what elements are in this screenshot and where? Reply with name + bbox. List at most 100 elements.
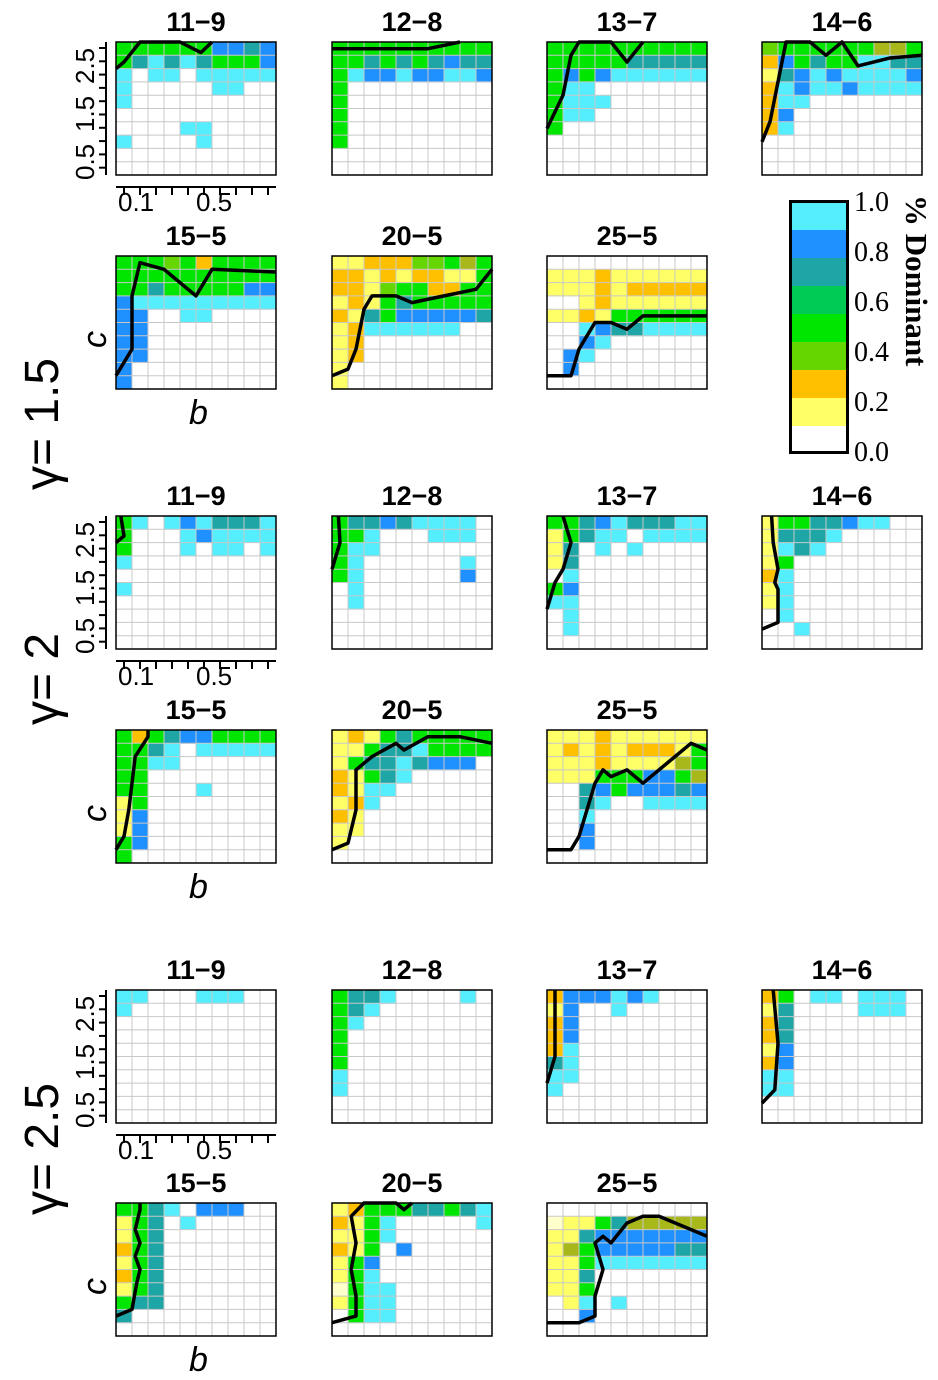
heatmap-cell bbox=[762, 1056, 779, 1071]
heatmap-cell bbox=[164, 42, 181, 56]
heatmap-cell bbox=[563, 1242, 580, 1257]
heatmap-cell bbox=[675, 783, 692, 797]
heatmap-cell bbox=[412, 282, 429, 297]
y-tick-label: 0.5 bbox=[70, 617, 100, 654]
heatmap-cell bbox=[627, 269, 644, 283]
x-tick-label: 0.1 bbox=[118, 661, 155, 691]
heatmap-cell bbox=[675, 756, 692, 771]
heatmap-cell bbox=[348, 1003, 365, 1017]
panel-frame bbox=[331, 515, 493, 650]
heatmap-cell bbox=[874, 42, 891, 56]
heatmap-cell bbox=[428, 529, 445, 543]
heatmap-cell bbox=[332, 1296, 349, 1310]
heatmap-cell bbox=[444, 756, 461, 771]
heatmap-cell bbox=[116, 756, 133, 771]
heatmap-cell bbox=[212, 55, 229, 69]
heatmap-cell bbox=[332, 569, 349, 583]
heatmap-cell bbox=[228, 295, 245, 310]
heatmap-cell bbox=[675, 295, 692, 310]
heatmap-cell bbox=[396, 256, 413, 270]
panel-title: 25−5 bbox=[596, 221, 658, 251]
heatmap-cell bbox=[364, 769, 381, 784]
heatmap-cell bbox=[444, 309, 461, 323]
heatmap-cell bbox=[164, 756, 181, 771]
heatmap-cell bbox=[116, 743, 133, 757]
heatmap-cell bbox=[380, 309, 397, 323]
heatmap-cell bbox=[579, 990, 596, 1004]
heatmap-cell bbox=[460, 756, 477, 771]
heatmap-cell bbox=[778, 68, 795, 83]
panel-frame bbox=[331, 729, 493, 864]
heatmap-cell bbox=[180, 542, 197, 557]
heatmap-cell bbox=[794, 95, 811, 109]
heatmap-cell bbox=[228, 68, 245, 83]
heatmap-cell bbox=[563, 1003, 580, 1017]
panel-title: 13−7 bbox=[596, 7, 658, 37]
heatmap-cell bbox=[579, 1229, 596, 1244]
heatmap-cell bbox=[794, 622, 811, 637]
heatmap-cell bbox=[794, 542, 811, 557]
heatmap-cell bbox=[244, 42, 261, 56]
heatmap-cell bbox=[627, 282, 644, 297]
heatmap-cell bbox=[380, 730, 397, 744]
heatmap-cell bbox=[364, 1269, 381, 1284]
heatmap-cell bbox=[380, 990, 397, 1004]
heatmap-cell bbox=[627, 516, 644, 530]
heatmap-cell bbox=[332, 55, 349, 69]
heatmap-cell bbox=[196, 256, 213, 270]
heatmap-cell bbox=[659, 42, 676, 56]
y-tick-label: 1.5 bbox=[70, 569, 100, 606]
heatmap-cell bbox=[858, 990, 875, 1004]
heatmap-cell bbox=[460, 269, 477, 283]
panel-title: 20−5 bbox=[381, 695, 443, 725]
heatmap-cell bbox=[332, 1043, 349, 1057]
heatmap-panel bbox=[546, 255, 708, 390]
heatmap-cell bbox=[228, 282, 245, 297]
heatmap-cell bbox=[675, 68, 692, 83]
heatmap-cell bbox=[332, 295, 349, 310]
heatmap-cell bbox=[164, 1203, 181, 1217]
heatmap-cell bbox=[563, 1256, 580, 1270]
heatmap-cell bbox=[890, 990, 907, 1004]
gamma-label: γ= 2.5 bbox=[16, 1082, 69, 1215]
panel-title: 12−8 bbox=[381, 481, 443, 511]
heatmap-cell bbox=[348, 529, 365, 543]
heatmap-cell bbox=[332, 335, 349, 350]
heatmap-cell bbox=[659, 282, 676, 297]
colorbar-swatch bbox=[790, 397, 848, 426]
heatmap-cell bbox=[611, 1256, 628, 1270]
heatmap-cell bbox=[563, 730, 580, 744]
heatmap-cell bbox=[180, 256, 197, 270]
colorbar-swatch bbox=[790, 425, 848, 454]
heatmap-cell bbox=[778, 1083, 795, 1097]
heatmap-cell bbox=[906, 55, 923, 69]
heatmap-cell bbox=[563, 269, 580, 283]
heatmap-cell bbox=[116, 1256, 133, 1270]
y-axis-label: c bbox=[76, 331, 114, 348]
heatmap-cell bbox=[579, 95, 596, 109]
heatmap-cell bbox=[148, 1216, 165, 1230]
heatmap-cell bbox=[547, 730, 564, 744]
heatmap-cell bbox=[332, 95, 349, 109]
heatmap-cell bbox=[260, 295, 277, 310]
heatmap-cell bbox=[148, 743, 165, 757]
contour-line bbox=[547, 1214, 708, 1325]
heatmap-cell bbox=[579, 743, 596, 757]
heatmap-cell bbox=[595, 322, 612, 337]
heatmap-cell bbox=[396, 68, 413, 83]
heatmap-cell bbox=[826, 55, 843, 69]
contour-line bbox=[114, 260, 277, 377]
heatmap-cell bbox=[212, 529, 229, 543]
heatmap-cell bbox=[380, 1296, 397, 1310]
heatmap-cell bbox=[348, 269, 365, 283]
heatmap-cell bbox=[332, 135, 349, 149]
colorbar-swatch bbox=[790, 229, 848, 258]
heatmap-cell bbox=[396, 322, 413, 337]
heatmap-cell bbox=[579, 282, 596, 297]
heatmap-cell bbox=[364, 322, 381, 337]
heatmap-cell bbox=[444, 322, 461, 337]
heatmap-cell bbox=[547, 516, 564, 530]
heatmap-cell bbox=[332, 1282, 349, 1297]
heatmap-cell bbox=[148, 730, 165, 744]
heatmap-cell bbox=[364, 796, 381, 811]
